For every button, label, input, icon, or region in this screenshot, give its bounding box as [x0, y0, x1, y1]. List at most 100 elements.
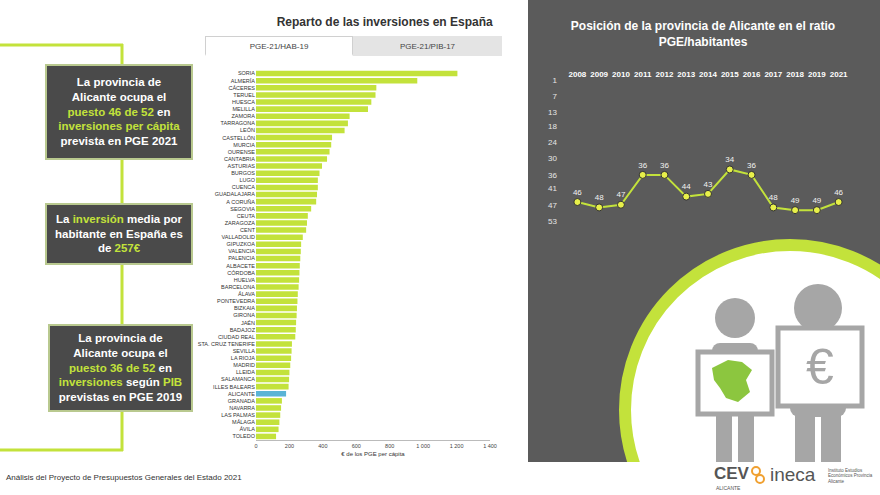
svg-text:VALENCIA: VALENCIA — [228, 248, 255, 254]
svg-text:30: 30 — [548, 154, 557, 163]
svg-text:MURCIA: MURCIA — [233, 142, 255, 148]
svg-text:0: 0 — [254, 443, 257, 449]
svg-text:BARCELONA: BARCELONA — [221, 284, 255, 290]
svg-text:2021: 2021 — [830, 70, 848, 79]
svg-text:47: 47 — [616, 190, 625, 199]
svg-text:2010: 2010 — [612, 70, 630, 79]
svg-text:ÁVILA: ÁVILA — [239, 426, 255, 432]
svg-text:48: 48 — [769, 193, 778, 202]
svg-text:41: 41 — [548, 184, 557, 193]
svg-text:2013: 2013 — [677, 70, 695, 79]
html-text:La inversión media por habitan: La inversión media por habitante en Espa… — [55, 212, 183, 255]
svg-text:13: 13 — [548, 108, 557, 117]
svg-text:36: 36 — [638, 161, 647, 170]
svg-text:SEGOVIA: SEGOVIA — [230, 206, 255, 212]
svg-text:1: 1 — [553, 76, 558, 85]
svg-text:MADRID: MADRID — [233, 362, 255, 368]
svg-text:18: 18 — [548, 122, 557, 131]
svg-text:2008: 2008 — [568, 70, 586, 79]
svg-text:SALAMANCA: SALAMANCA — [221, 376, 255, 382]
svg-text:ILLES BALEARS: ILLES BALEARS — [213, 384, 255, 390]
svg-text:36: 36 — [660, 161, 669, 170]
svg-text:1 400: 1 400 — [483, 443, 497, 449]
svg-text:CASTELLÓN: CASTELLÓN — [222, 135, 255, 141]
svg-text:600: 600 — [352, 443, 361, 449]
svg-text:36: 36 — [548, 171, 557, 180]
svg-text:49: 49 — [812, 196, 821, 205]
svg-text:ASTURIAS: ASTURIAS — [227, 163, 255, 169]
svg-text:48: 48 — [595, 193, 604, 202]
svg-text:2014: 2014 — [699, 70, 717, 79]
svg-text:STA. CRUZ TENERIFE: STA. CRUZ TENERIFE — [198, 341, 256, 347]
svg-text:GIPUZKOA: GIPUZKOA — [227, 241, 256, 247]
svg-text:GUADALAJARA: GUADALAJARA — [215, 191, 256, 197]
svg-text:47: 47 — [548, 201, 557, 210]
svg-text:MÁLAGA: MÁLAGA — [232, 419, 255, 425]
svg-text:2018: 2018 — [786, 70, 804, 79]
svg-text:€ de los PGE per cápita: € de los PGE per cápita — [341, 451, 405, 457]
svg-text:ALICANTE: ALICANTE — [228, 391, 255, 397]
svg-text:800: 800 — [385, 443, 394, 449]
svg-text:400: 400 — [318, 443, 327, 449]
svg-text:SORIA: SORIA — [238, 70, 255, 76]
svg-text:2012: 2012 — [656, 70, 674, 79]
svg-text:CIUDAD REAL: CIUDAD REAL — [218, 334, 255, 340]
svg-text:PALENCIA: PALENCIA — [228, 255, 255, 261]
svg-text:ZAMORA: ZAMORA — [231, 113, 255, 119]
svg-text:CUENCA: CUENCA — [232, 184, 256, 190]
svg-text:VALLADOLID: VALLADOLID — [221, 234, 255, 240]
svg-text:2011: 2011 — [634, 70, 652, 79]
svg-text:2015: 2015 — [721, 70, 739, 79]
svg-text:ÁLAVA: ÁLAVA — [238, 291, 255, 297]
svg-text:CÁCERES: CÁCERES — [228, 85, 255, 91]
svg-text:CEUTA: CEUTA — [237, 213, 256, 219]
svg-text:A CORUÑA: A CORUÑA — [226, 199, 255, 205]
svg-text:BADAJOZ: BADAJOZ — [230, 327, 256, 333]
svg-text:ZARAGOZA: ZARAGOZA — [225, 220, 256, 226]
svg-text:MELILLA: MELILLA — [232, 106, 255, 112]
svg-text:HUESCA: HUESCA — [232, 99, 255, 105]
svg-text:JAÉN: JAÉN — [241, 320, 255, 326]
svg-text:49: 49 — [791, 196, 800, 205]
svg-text:2009: 2009 — [590, 70, 608, 79]
svg-text:1 200: 1 200 — [450, 443, 464, 449]
svg-text:44: 44 — [682, 182, 691, 191]
svg-text:BURGOS: BURGOS — [231, 170, 255, 176]
svg-text:46: 46 — [573, 188, 582, 197]
svg-text:36: 36 — [747, 161, 756, 170]
svg-text:LUGO: LUGO — [239, 177, 255, 183]
svg-text:34: 34 — [725, 155, 734, 164]
svg-text:NAVARRA: NAVARRA — [229, 405, 255, 411]
svg-text:Reparto de las inversiones en: Reparto de las inversiones en España — [277, 15, 493, 29]
svg-text:43: 43 — [704, 180, 713, 189]
svg-text:2017: 2017 — [764, 70, 782, 79]
svg-text:7: 7 — [553, 92, 558, 101]
svg-text:46: 46 — [834, 188, 843, 197]
svg-text:200: 200 — [285, 443, 294, 449]
svg-text:2019: 2019 — [808, 70, 826, 79]
svg-text:CANTABRIA: CANTABRIA — [224, 156, 255, 162]
svg-text:HUELVA: HUELVA — [234, 277, 256, 283]
svg-text:CENT: CENT — [240, 227, 256, 233]
svg-text:2016: 2016 — [743, 70, 761, 79]
svg-text:LLEIDA: LLEIDA — [236, 369, 255, 375]
svg-text:€: € — [806, 339, 834, 395]
svg-text:1 000: 1 000 — [416, 443, 430, 449]
svg-text:CÓRDOBA: CÓRDOBA — [227, 270, 255, 276]
svg-text:OURENSE: OURENSE — [228, 149, 256, 155]
svg-text:TERUEL: TERUEL — [233, 92, 255, 98]
svg-text:BIZKAIA: BIZKAIA — [234, 305, 255, 311]
svg-text:SEVILLA: SEVILLA — [233, 348, 256, 354]
svg-text:LAS PALMAS: LAS PALMAS — [221, 412, 255, 418]
svg-text:ALMERÍA: ALMERÍA — [231, 78, 255, 84]
svg-text:24: 24 — [548, 138, 557, 147]
svg-text:TARRAGONA: TARRAGONA — [221, 120, 256, 126]
svg-text:GRANADA: GRANADA — [228, 398, 256, 404]
svg-text:LA RIOJA: LA RIOJA — [231, 355, 255, 361]
svg-text:PONTEVEDRA: PONTEVEDRA — [217, 298, 255, 304]
svg-text:TOLEDO: TOLEDO — [232, 433, 255, 439]
svg-text:ALBACETE: ALBACETE — [226, 263, 255, 269]
svg-text:53: 53 — [548, 217, 557, 226]
svg-text:LEÓN: LEÓN — [240, 127, 255, 133]
svg-text:GIRONA: GIRONA — [233, 312, 255, 318]
